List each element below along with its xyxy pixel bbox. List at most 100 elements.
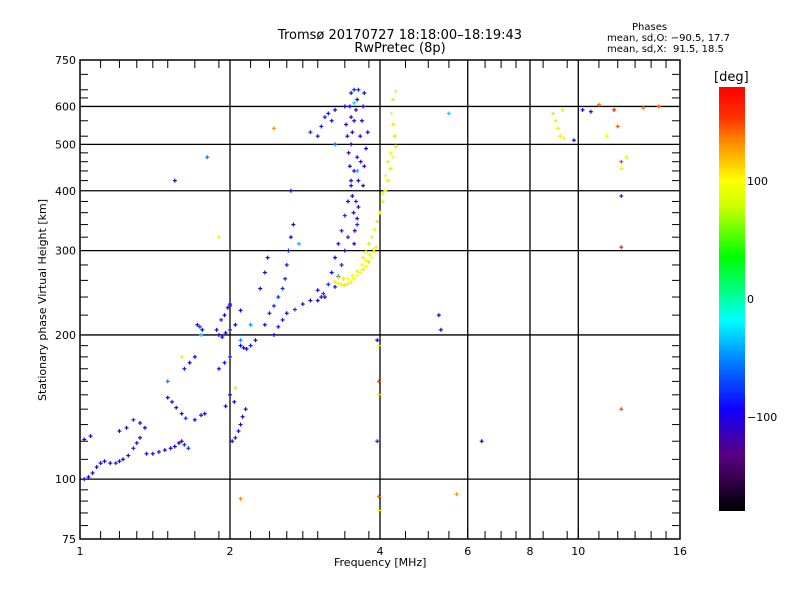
data-point [333,142,338,147]
data-point [353,107,358,112]
data-point [276,324,281,329]
data-point [619,159,624,164]
data-point [336,281,341,286]
data-point [219,317,224,322]
x-tick-label: 8 [527,545,534,558]
colorbar-tick-label: 0 [747,293,754,306]
data-point [333,279,338,284]
x-tick-label: 2 [227,545,234,558]
data-point [380,199,385,204]
data-point [376,494,381,499]
data-point [391,122,396,127]
data-point [322,295,327,300]
data-point [179,439,184,444]
data-point [199,413,204,418]
data-point [353,199,358,204]
data-point [121,457,126,462]
data-point [641,106,646,111]
data-point [315,298,320,303]
data-point [374,245,379,250]
data-point [172,444,177,449]
data-point [267,311,272,316]
data-point [319,295,324,300]
data-point [228,303,232,308]
data-point [329,118,334,123]
data-point [319,124,324,129]
data-point [355,268,360,273]
data-point [131,417,136,422]
data-point [350,194,355,199]
data-point [199,332,204,337]
data-point [124,425,129,430]
data-point [165,395,170,400]
stats-heading: Phases [632,22,668,33]
data-point [378,210,382,215]
data-point [339,282,344,287]
data-point [345,134,350,139]
x-tick-label: 4 [377,545,384,558]
colorbar-gradient [719,87,745,511]
data-point [555,126,560,131]
data-point [341,276,346,281]
data-point [200,327,205,332]
data-point [365,130,370,135]
data-point [342,283,347,288]
data-point [624,155,629,160]
data-point [571,138,576,143]
x-tick-label: 10 [571,545,585,558]
data-point [551,111,556,116]
data-point [356,204,361,209]
data-point [176,440,181,445]
data-point [292,307,297,312]
data-point [454,492,459,497]
data-point [238,308,243,313]
data-point [238,422,243,427]
data-point [362,90,367,95]
data-point [619,194,624,199]
data-point [355,273,360,278]
data-point [479,439,484,444]
data-point [362,164,367,169]
data-point [236,429,241,434]
data-point [359,262,364,267]
data-point [339,262,344,267]
data-point [168,446,173,451]
data-point [233,385,238,390]
data-point [288,235,293,240]
data-point [220,335,225,340]
data-point [165,379,170,384]
data-point [364,258,369,263]
data-point [349,279,354,284]
data-point [315,134,320,139]
data-point [233,322,238,327]
data-point [276,295,281,300]
data-point [558,134,563,139]
data-point [349,115,354,120]
data-point [244,346,249,351]
data-point [258,286,263,291]
data-point [342,104,347,109]
data-point [216,235,221,240]
data-point [329,270,334,275]
data-point [375,439,380,444]
data-point [172,178,177,183]
data-point [580,107,585,112]
data-point [345,235,350,240]
data-point [350,130,355,135]
data-point [241,345,246,350]
data-point [366,260,371,265]
data-point [82,477,87,482]
data-point [284,262,289,267]
data-point [280,317,285,322]
data-point [355,168,360,173]
data-point [372,227,377,232]
data-point [225,305,230,310]
colorbar-label: [deg] [714,70,749,85]
data-point [366,241,371,246]
data-point [113,461,118,466]
data-point [271,126,276,131]
data-point [98,461,103,466]
data-point [376,392,381,397]
data-point [182,442,187,447]
